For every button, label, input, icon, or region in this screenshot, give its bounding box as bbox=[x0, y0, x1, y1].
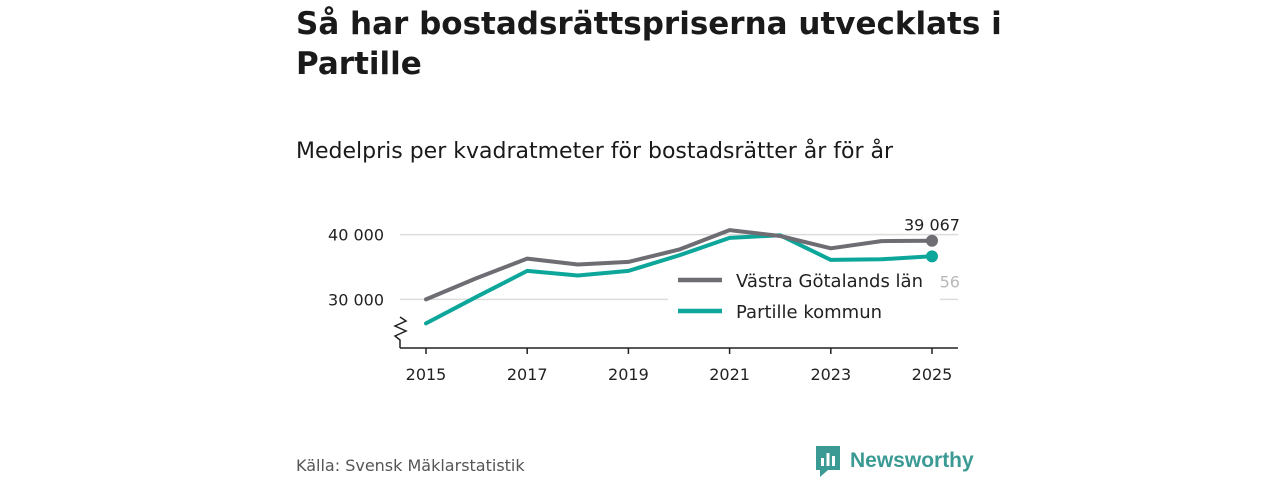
x-tick-label: 2023 bbox=[810, 365, 851, 384]
x-tick-label: 2025 bbox=[912, 365, 953, 384]
series-end-dot bbox=[926, 250, 938, 263]
series-line bbox=[424, 233, 934, 326]
newsworthy-logo-icon bbox=[816, 446, 840, 477]
y-axis-break bbox=[393, 316, 408, 348]
chart-title: Så har bostadsrättspriserna utvecklats i… bbox=[296, 6, 1002, 82]
source-note: Källa: Svensk Mäklarstatistik bbox=[296, 456, 525, 475]
x-tick-label: 2015 bbox=[406, 365, 447, 384]
legend-label: Västra Götalands län bbox=[736, 271, 923, 292]
y-tick-label: 40 000 bbox=[328, 226, 384, 245]
series-line bbox=[424, 228, 934, 302]
brand-logo: Newsworthy bbox=[814, 444, 974, 478]
x-tick-label: 2019 bbox=[608, 365, 649, 384]
legend-label: Partille kommun bbox=[736, 302, 882, 323]
x-tick-label: 2021 bbox=[709, 365, 750, 384]
series-end-label: 39 067 bbox=[904, 216, 960, 235]
x-tick-label: 2017 bbox=[507, 365, 548, 384]
y-tick-label: 30 000 bbox=[328, 290, 384, 309]
series-end-dot bbox=[926, 234, 938, 247]
brand-name: Newsworthy bbox=[850, 449, 974, 472]
chart-subtitle: Medelpris per kvadratmeter för bostadsrä… bbox=[296, 139, 894, 164]
